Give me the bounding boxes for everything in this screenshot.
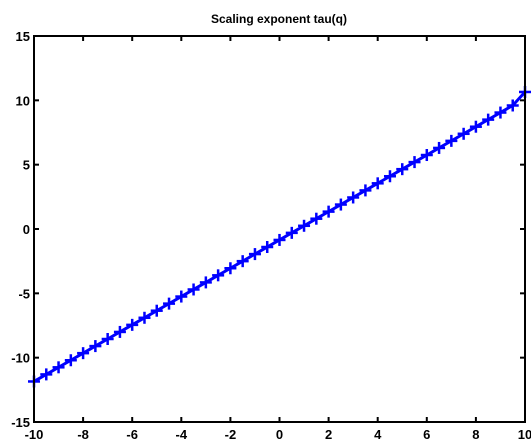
data-point (347, 191, 360, 204)
data-point (433, 141, 446, 154)
y-tick-labels: -15 -10 -5 0 5 10 15 (11, 29, 30, 430)
x-tick-label: -8 (77, 427, 89, 442)
data-point (89, 340, 102, 353)
data-point (261, 241, 274, 254)
data-point (138, 311, 151, 324)
data-point (334, 198, 347, 211)
data-point (273, 233, 286, 246)
data-point (396, 163, 409, 176)
data-point (175, 290, 188, 303)
data-point (212, 269, 225, 282)
data-point (187, 283, 200, 296)
data-point (163, 297, 176, 310)
data-point (359, 184, 372, 197)
data-point (445, 134, 458, 147)
data-point (40, 368, 53, 381)
data-point (298, 219, 311, 232)
plot-frame (33, 35, 526, 423)
x-tick-label: 8 (472, 427, 479, 442)
y-tick-label: 10 (16, 93, 30, 108)
data-point (371, 177, 384, 190)
data-point (113, 325, 126, 338)
x-tick-label: 2 (325, 427, 332, 442)
x-tick-label: -10 (25, 427, 44, 442)
x-tick-label: 6 (423, 427, 430, 442)
y-tick-label: -10 (11, 351, 30, 366)
y-tick-label: 0 (23, 222, 30, 237)
data-point (457, 127, 470, 140)
data-point (150, 304, 163, 317)
plot-area (34, 36, 525, 422)
x-tick-label: -4 (176, 427, 188, 442)
data-point (224, 262, 237, 275)
data-point (52, 361, 65, 374)
x-tick-label: -2 (225, 427, 237, 442)
data-point (420, 149, 433, 162)
data-point (77, 347, 90, 360)
x-tick-label: -6 (126, 427, 138, 442)
data-point (285, 226, 298, 239)
data-point (322, 205, 335, 218)
data-point (248, 248, 261, 261)
chart-title: Scaling exponent tau(q) (211, 12, 347, 26)
data-point (506, 99, 519, 112)
x-tick-label: 10 (518, 427, 531, 442)
y-tick-label: -5 (18, 286, 30, 301)
data-point (64, 354, 77, 367)
x-tick-label: 4 (374, 427, 382, 442)
x-tick-labels: -10 -8 -6 -4 -2 0 2 4 6 8 10 (25, 427, 531, 442)
y-tick-label: 5 (23, 158, 30, 173)
x-tick-label: 0 (276, 427, 283, 442)
data-point (310, 212, 323, 225)
data-point (408, 156, 421, 169)
data-point (126, 318, 139, 331)
data-point (494, 106, 507, 119)
data-point (236, 255, 249, 268)
data-point (383, 170, 396, 183)
data-point (101, 333, 114, 346)
y-tick-label: -15 (11, 415, 30, 430)
data-point (199, 276, 212, 289)
data-point (469, 120, 482, 133)
data-point (482, 113, 495, 126)
y-tick-label: 15 (16, 29, 30, 44)
